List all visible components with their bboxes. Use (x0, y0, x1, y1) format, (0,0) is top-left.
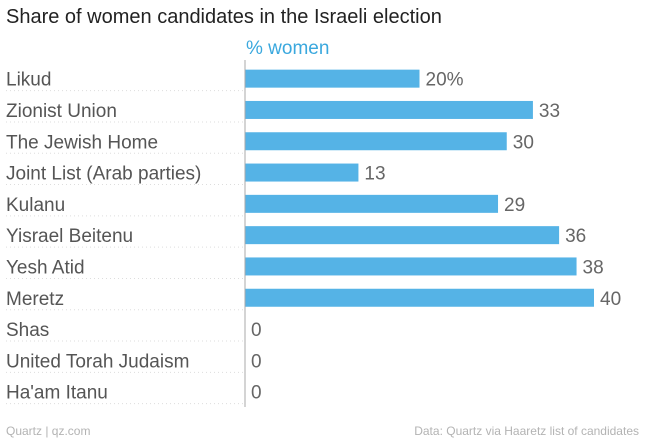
chart-title: Share of women candidates in the Israeli… (6, 6, 442, 28)
bar (245, 163, 359, 182)
value-label: 13 (364, 164, 385, 185)
value-label: 29 (504, 195, 525, 216)
value-label: 36 (565, 226, 586, 247)
category-label: Kulanu (6, 195, 65, 216)
category-label: Zionist Union (6, 101, 117, 122)
bar (245, 69, 420, 88)
category-label: Shas (6, 320, 49, 341)
category-label: United Torah Judaism (6, 351, 189, 372)
category-label: Meretz (6, 289, 64, 310)
series-label: % women (246, 38, 330, 59)
bar (245, 100, 533, 119)
bar (245, 132, 507, 151)
footer-source: Data: Quartz via Haaretz list of candida… (414, 424, 639, 438)
category-label: Yisrael Beitenu (6, 226, 133, 247)
value-label: 30 (513, 132, 534, 153)
value-label: 20% (426, 70, 464, 91)
value-label: 33 (539, 101, 560, 122)
bar (245, 226, 560, 245)
bar (245, 194, 499, 213)
category-label: Likud (6, 70, 51, 91)
bar (245, 257, 577, 276)
value-label: 38 (583, 257, 604, 278)
category-label: The Jewish Home (6, 132, 158, 153)
value-label: 0 (251, 351, 262, 372)
value-label: 0 (251, 320, 262, 341)
value-label: 0 (251, 383, 262, 404)
bar (245, 288, 594, 307)
value-label: 40 (600, 289, 621, 310)
footer-credit: Quartz | qz.com (6, 424, 91, 438)
category-label: Joint List (Arab parties) (6, 164, 201, 185)
category-label: Ha'am Itanu (6, 383, 108, 404)
category-label: Yesh Atid (6, 257, 85, 278)
